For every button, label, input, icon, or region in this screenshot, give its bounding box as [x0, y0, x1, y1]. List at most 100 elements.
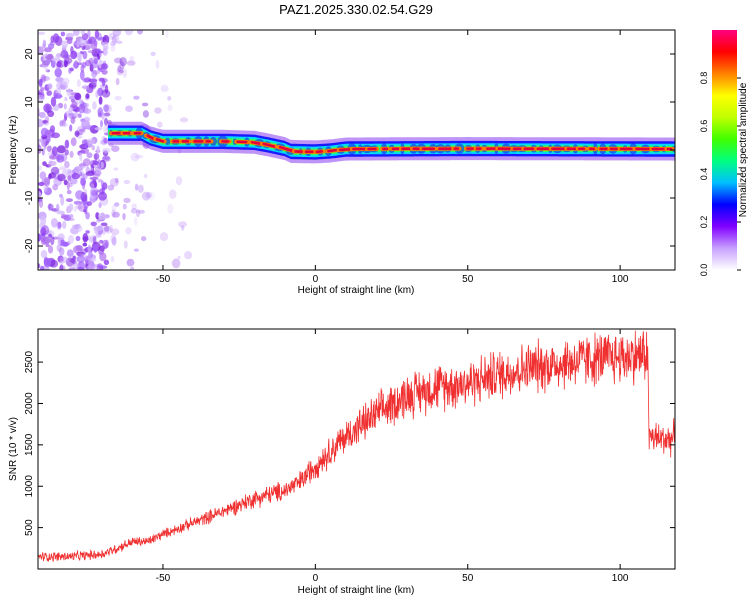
noise-blob: [86, 138, 96, 145]
ridge-peak-segment: [315, 150, 323, 154]
noise-blob: [169, 189, 177, 199]
noise-blob: [72, 255, 77, 260]
noise-blob: [72, 263, 80, 269]
noise-blob: [103, 112, 111, 117]
noise-blob: [70, 116, 76, 125]
colorbar-tick-label: 0.8: [699, 72, 709, 85]
ridge-peak-segment: [278, 145, 296, 153]
noise-blob: [116, 40, 123, 44]
noise-blob: [130, 152, 140, 162]
noise-blob: [101, 41, 109, 48]
noise-blob: [93, 152, 100, 160]
noise-blob: [38, 263, 41, 269]
noise-blob: [81, 120, 90, 129]
noise-blob: [141, 102, 149, 107]
noise-blob: [122, 203, 127, 210]
noise-blob: [90, 42, 98, 50]
noise-blob: [38, 78, 43, 86]
noise-blob: [69, 124, 73, 132]
noise-blob: [113, 57, 123, 64]
noise-blob: [64, 161, 70, 168]
noise-blob: [111, 35, 117, 45]
noise-blob: [59, 193, 63, 198]
noise-blob: [92, 101, 97, 110]
noise-blob: [82, 233, 89, 243]
noise-blob: [56, 221, 62, 230]
noise-blob: [70, 50, 78, 60]
noise-blob: [99, 188, 104, 195]
noise-blob: [66, 88, 72, 97]
noise-blob: [55, 210, 64, 214]
noise-blob: [41, 148, 45, 156]
noise-blob: [40, 215, 47, 226]
noise-blob: [110, 256, 115, 263]
noise-blob: [109, 178, 119, 187]
noise-blob: [142, 110, 149, 118]
noise-blob: [57, 173, 66, 182]
noise-blob: [81, 32, 89, 41]
noise-blob: [80, 30, 85, 35]
noise-blob: [60, 241, 70, 247]
noise-blob: [54, 67, 62, 78]
noise-blob: [67, 234, 75, 244]
noise-blob: [66, 249, 74, 257]
noise-blob: [123, 197, 131, 204]
noise-blob: [92, 236, 97, 245]
spectrogram-y-label: Frequency (Hz): [8, 116, 19, 185]
y-tick-label: 1500: [24, 433, 35, 456]
ridge-peak-segment: [155, 138, 165, 143]
noise-blob: [90, 221, 97, 227]
noise-blob: [66, 38, 73, 45]
noise-blob: [42, 58, 50, 68]
snr-frame: [37, 328, 676, 570]
snr-series-line: [38, 330, 675, 562]
noise-blob: [38, 46, 44, 55]
noise-blob: [57, 233, 65, 241]
noise-blob: [109, 40, 116, 47]
noise-blob: [72, 255, 76, 265]
noise-blob: [46, 90, 52, 96]
noise-blob: [56, 53, 62, 58]
noise-blob: [40, 93, 45, 100]
noise-blob: [45, 243, 50, 248]
x-tick-label: 50: [462, 274, 474, 285]
noise-blob: [59, 166, 68, 171]
noise-blob: [112, 34, 120, 43]
noise-blob: [104, 225, 110, 232]
noise-blob: [66, 189, 72, 195]
noise-blob: [56, 244, 62, 252]
noise-blob: [126, 258, 135, 267]
y-tick-label: 2500: [24, 351, 35, 374]
noise-blob: [157, 121, 163, 128]
noise-blob: [93, 244, 98, 253]
noise-blob: [83, 208, 87, 213]
snr-x-label: Height of straight line (km): [298, 585, 415, 596]
noise-blob: [101, 111, 105, 120]
noise-blob: [141, 191, 151, 201]
noise-blob: [73, 245, 82, 254]
spectrogram-x-ticks: -50 0 50 100: [156, 30, 629, 285]
noise-blob: [64, 149, 69, 156]
noise-blob: [180, 225, 185, 231]
noise-blob: [105, 84, 109, 95]
noise-blob: [59, 256, 69, 263]
noise-blob: [177, 255, 181, 260]
noise-blob: [65, 198, 73, 203]
noise-blob: [88, 237, 95, 243]
noise-blob: [51, 146, 58, 157]
noise-blob: [104, 225, 112, 234]
noise-blob: [76, 79, 81, 87]
y-tick-label: -10: [24, 190, 35, 205]
spectrogram-ridge: [108, 121, 675, 164]
noise-blob: [91, 60, 98, 69]
noise-blob: [85, 230, 90, 234]
noise-blob: [78, 55, 82, 64]
noise-blob: [112, 30, 122, 37]
noise-blob: [76, 266, 85, 270]
noise-blob: [119, 57, 127, 67]
noise-blob: [50, 166, 60, 175]
noise-blob: [98, 77, 105, 82]
noise-blob: [88, 167, 94, 172]
noise-blob: [47, 83, 53, 89]
colorbar-label: Normalized spectral amplitude: [738, 82, 749, 217]
